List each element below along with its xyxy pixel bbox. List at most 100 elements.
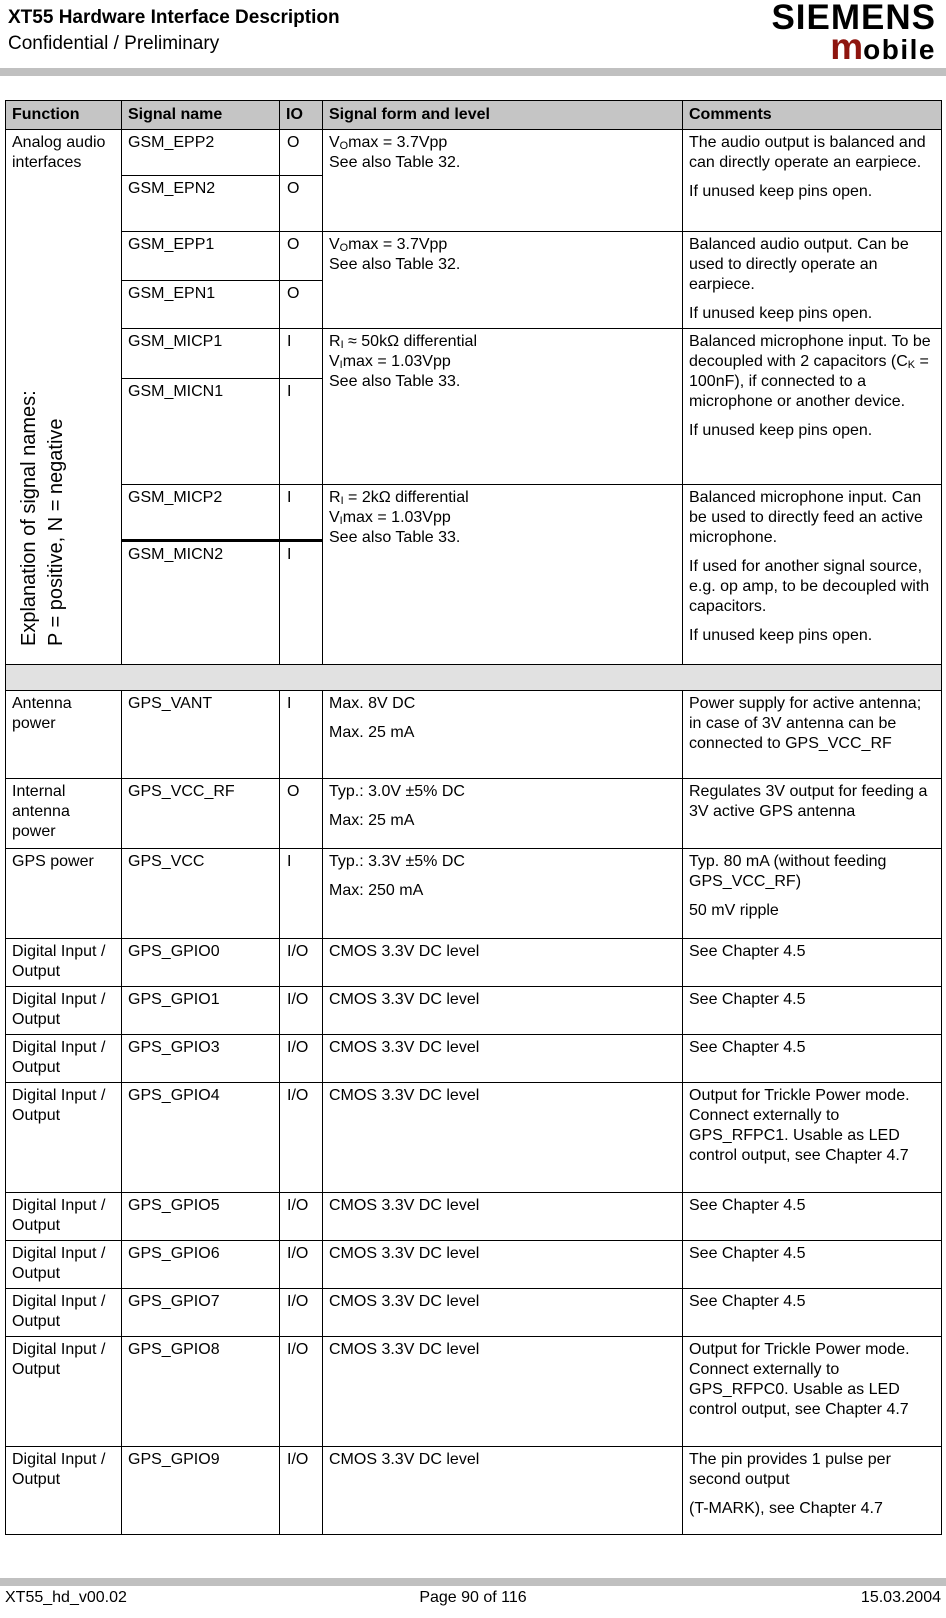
- table-row: GPS power GPS_VCC I Typ.: 3.3V ±5% DC Max…: [5, 848, 942, 939]
- footer-doc-id: XT55_hd_v00.02: [5, 1589, 127, 1606]
- comments-cell: Power supply for active antenna; in case…: [682, 690, 942, 779]
- function-cell: Digital Input / Output: [5, 1288, 122, 1337]
- comments-cell: See Chapter 4.5: [682, 1240, 942, 1289]
- signal-form-cell: CMOS 3.3V DC level: [322, 986, 683, 1035]
- signal-name-cell: GSM_EPN1: [121, 279, 280, 329]
- io-cell: I/O: [279, 1034, 323, 1083]
- table-row: Digital Input / Output GPS_GPIO4 I/O CMO…: [5, 1082, 942, 1193]
- table-row: GSM_EPN1 O: [6, 279, 942, 329]
- io-cell: I: [279, 690, 323, 779]
- function-cell: Digital Input / Output: [5, 1082, 122, 1193]
- signal-name-cell: GPS_GPIO4: [121, 1082, 280, 1193]
- io-cell: I: [279, 378, 323, 485]
- table-row: GSM_MICP2 I RI = 2kΩ differential VImax =…: [6, 484, 942, 665]
- col-header-function: Function: [5, 100, 122, 130]
- comments-cell: See Chapter 4.5: [682, 938, 942, 987]
- col-header-io: IO: [279, 100, 323, 130]
- document-header: XT55 Hardware Interface Description Conf…: [8, 5, 340, 57]
- comments-cell: Balanced microphone input. Can be used t…: [682, 484, 942, 665]
- footer-page-number: Page 90 of 116: [419, 1589, 527, 1606]
- table-row: Digital Input / Output GPS_GPIO7 I/O CMO…: [5, 1288, 942, 1337]
- col-header-comments: Comments: [682, 100, 942, 130]
- table-row: GSM_MICN2 I: [6, 539, 942, 665]
- signal-name-cell: GPS_GPIO0: [121, 938, 280, 987]
- comments-cell: Regulates 3V output for feeding a 3V act…: [682, 778, 942, 849]
- function-cell: Digital Input / Output: [5, 1192, 122, 1241]
- comments-cell: Balanced audio output. Can be used to di…: [682, 231, 942, 329]
- table-row: GSM_MICP1 I RI ≈ 50kΩ differential VImax …: [6, 328, 942, 485]
- function-cell: Digital Input / Output: [5, 986, 122, 1035]
- function-cell: Analog audio interfaces Explanation of s…: [5, 129, 122, 665]
- mobile-m-letter: m: [830, 26, 864, 67]
- signal-name-cell: GPS_GPIO1: [121, 986, 280, 1035]
- comments-cell: See Chapter 4.5: [682, 1034, 942, 1083]
- siemens-wordmark: SIEMENS: [771, 0, 936, 37]
- io-cell: I/O: [279, 1336, 323, 1447]
- io-cell: O: [279, 778, 323, 849]
- mobile-rest-letters: obile: [863, 34, 936, 65]
- signal-name-cell: GSM_MICP1: [121, 328, 280, 379]
- signal-form-cell: CMOS 3.3V DC level: [322, 938, 683, 987]
- signal-form-cell: CMOS 3.3V DC level: [322, 1240, 683, 1289]
- function-label: Analog audio interfaces: [12, 134, 106, 171]
- signal-name-cell: GPS_VCC_RF: [121, 778, 280, 849]
- col-header-signal-name: Signal name: [121, 100, 280, 130]
- signal-name-cell: GPS_GPIO6: [121, 1240, 280, 1289]
- signal-name-cell: GPS_GPIO7: [121, 1288, 280, 1337]
- io-cell: O: [279, 279, 323, 329]
- io-cell: I/O: [279, 1192, 323, 1241]
- function-cell: Antenna power: [5, 690, 122, 779]
- signal-form-cell: CMOS 3.3V DC level: [322, 1192, 683, 1241]
- signal-name-cell: GSM_MICN1: [121, 378, 280, 485]
- table-row: GSM_EPP1 O VOmax = 3.7Vpp See also Table …: [6, 231, 942, 329]
- siemens-mobile-logo: SIEMENS mobile: [771, 0, 936, 70]
- io-cell: I/O: [279, 938, 323, 987]
- comments-cell: Output for Trickle Power mode. Connect e…: [682, 1336, 942, 1447]
- signal-name-cell: GPS_GPIO5: [121, 1192, 280, 1241]
- table-row: Digital Input / Output GPS_GPIO0 I/O CMO…: [5, 938, 942, 987]
- signal-form-cell: CMOS 3.3V DC level: [322, 1288, 683, 1337]
- signal-name-cell: GPS_VCC: [121, 848, 280, 939]
- table-row: Digital Input / Output GPS_GPIO5 I/O CMO…: [5, 1192, 942, 1241]
- io-cell: O: [279, 231, 323, 281]
- col-header-signal-form: Signal form and level: [322, 100, 683, 130]
- io-cell: I/O: [279, 1446, 323, 1535]
- table-row: Digital Input / Output GPS_GPIO8 I/O CMO…: [5, 1336, 942, 1447]
- comments-cell: Typ. 80 mA (without feeding GPS_VCC_RF) 5…: [682, 848, 942, 939]
- table-row: Digital Input / Output GPS_GPIO3 I/O CMO…: [5, 1034, 942, 1083]
- io-cell: I: [279, 848, 323, 939]
- io-cell: I/O: [279, 1288, 323, 1337]
- signal-form-cell: Typ.: 3.3V ±5% DC Max: 250 mA: [322, 848, 683, 939]
- function-cell: Digital Input / Output: [5, 938, 122, 987]
- io-cell: I/O: [279, 986, 323, 1035]
- table-row: GSM_EPN2 O: [6, 175, 942, 232]
- footer-date: 15.03.2004: [860, 1589, 941, 1606]
- table-row: Digital Input / Output GPS_GPIO6 I/O CMO…: [5, 1240, 942, 1289]
- signal-form-cell: CMOS 3.3V DC level: [322, 1336, 683, 1447]
- function-cell: GPS power: [5, 848, 122, 939]
- comments-cell: See Chapter 4.5: [682, 1192, 942, 1241]
- function-cell: Digital Input / Output: [5, 1336, 122, 1447]
- signal-name-cell: GSM_EPP2: [121, 129, 280, 176]
- signal-form-cell: CMOS 3.3V DC level: [322, 1082, 683, 1193]
- table-row: Digital Input / Output GPS_GPIO1 I/O CMO…: [5, 986, 942, 1035]
- signal-name-cell: GSM_EPP1: [121, 231, 280, 281]
- io-cell: I: [279, 484, 323, 541]
- signal-form-cell: CMOS 3.3V DC level: [322, 1034, 683, 1083]
- function-cell: Digital Input / Output: [5, 1446, 122, 1535]
- mobile-wordmark: mobile: [771, 28, 936, 70]
- io-cell: I: [279, 539, 323, 665]
- signal-form-cell: RI ≈ 50kΩ differential VImax = 1.03Vpp See…: [322, 328, 683, 485]
- function-cell: Internal antenna power: [5, 778, 122, 849]
- document-subtitle: Confidential / Preliminary: [8, 33, 220, 54]
- comments-cell: The pin provides 1 pulse per second outp…: [682, 1446, 942, 1535]
- footer-divider-bar: [0, 1578, 946, 1586]
- signal-form-cell: VOmax = 3.7Vpp See also Table 32.: [322, 231, 683, 329]
- signal-form-cell: RI = 2kΩ differential VImax = 1.03Vpp See …: [322, 484, 683, 665]
- section-separator-cell: [5, 664, 942, 691]
- comments-cell: Balanced microphone input. To be decoupl…: [682, 328, 942, 485]
- signal-name-cell: GSM_EPN2: [121, 175, 280, 232]
- table-header-row: Function Signal name IO Signal form and …: [5, 100, 942, 130]
- io-cell: O: [279, 129, 323, 176]
- signal-form-cell: VOmax = 3.7Vpp See also Table 32.: [322, 129, 683, 232]
